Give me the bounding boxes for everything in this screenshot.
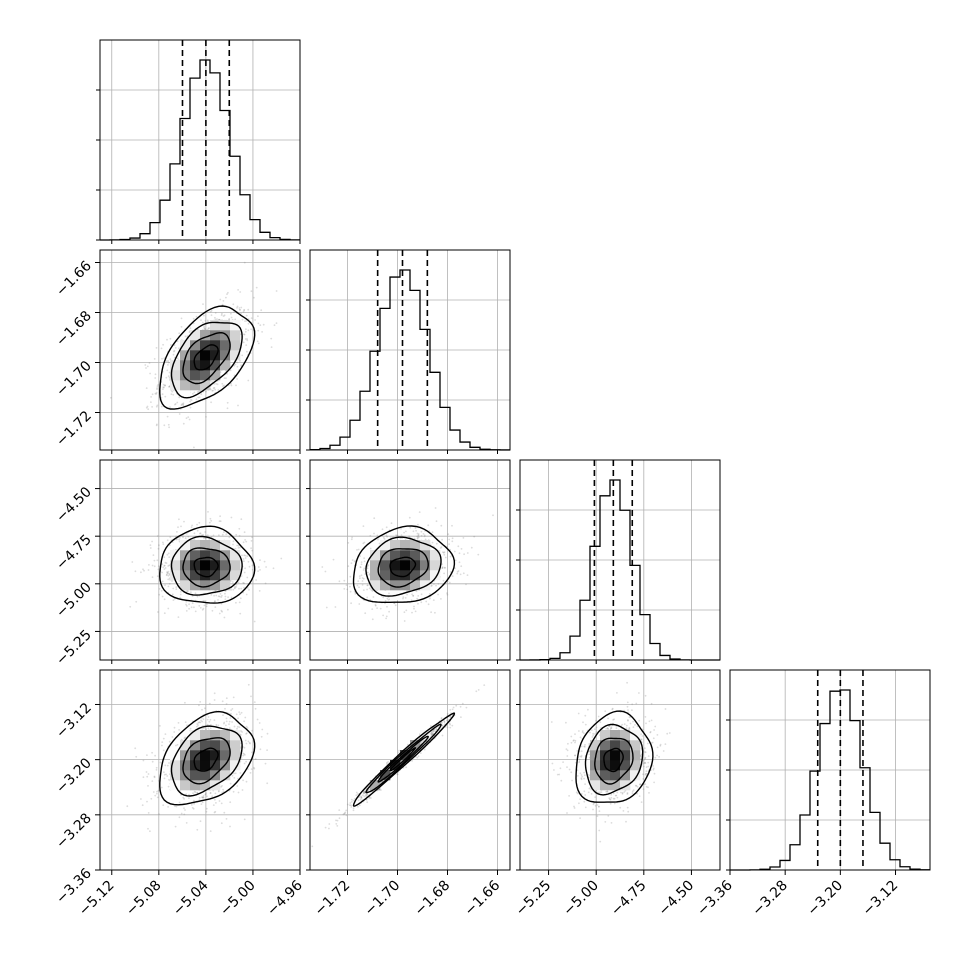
panel-3-2-contour-0 <box>603 747 624 773</box>
scatter-panel-3-0 <box>99 669 301 871</box>
scatter-panel-1-0 <box>99 249 301 451</box>
y-tick-label-3-3: −3.12 <box>53 700 95 742</box>
hist-0-steps <box>100 59 300 241</box>
y-tick-label-3-1: −3.28 <box>53 810 95 852</box>
scatter-panel-3-2 <box>519 669 721 871</box>
panel-3-2-frame <box>519 669 721 871</box>
x-tick-label-0-4: −4.96 <box>264 877 306 919</box>
x-tick-label-3-1: −3.28 <box>749 878 791 920</box>
hist-2-steps <box>520 479 720 661</box>
panel-2-1-contour-1 <box>377 548 429 588</box>
x-tick-label-0-2: −5.04 <box>170 877 212 919</box>
x-tick-label-2-0: −5.25 <box>513 878 555 920</box>
y-tick-label-2-0: −5.25 <box>53 627 95 669</box>
panel-1-0-contour-0 <box>193 344 219 371</box>
panel-2-0-contour-3 <box>159 525 256 604</box>
panel-3-2-contour-1 <box>594 737 634 785</box>
x-tick-label-0-1: −5.08 <box>123 878 165 920</box>
panel-2-0-contour-1 <box>182 547 231 588</box>
x-tick-label-1-2: −1.68 <box>412 878 454 920</box>
x-tick-label-2-1: −5.00 <box>560 878 602 920</box>
hist-1-steps <box>310 269 510 451</box>
x-tick-label-1-1: −1.70 <box>362 878 404 920</box>
panel-3-1-contour-0 <box>389 747 417 772</box>
panel-2-1-contour-3 <box>352 525 456 603</box>
y-tick-label-1-2: −1.68 <box>53 308 95 350</box>
y-tick-label-1-0: −1.72 <box>53 408 95 450</box>
hist-panel-3 <box>726 669 931 871</box>
panel-2-1-contour-0 <box>389 556 417 578</box>
scatter-panel-3-1 <box>309 669 511 871</box>
x-tick-label-3-0: −3.36 <box>694 877 736 919</box>
hist-panel-0 <box>96 39 301 241</box>
panel-1-0-contour-2 <box>170 321 243 399</box>
y-tick-label-3-2: −3.20 <box>53 755 95 797</box>
panel-3-1-contour-3 <box>352 712 456 807</box>
panel-2-1-contour-2 <box>365 536 442 597</box>
x-tick-label-2-3: −4.50 <box>656 878 698 920</box>
panel-1-0-frame <box>99 249 301 451</box>
panel-2-0-contour-0 <box>193 556 219 578</box>
panel-3-1-contour-2 <box>365 723 442 794</box>
y-tick-label-1-3: −1.66 <box>53 258 95 300</box>
y-tick-label-1-1: −1.70 <box>53 358 95 400</box>
x-tick-label-3-3: −3.12 <box>860 878 902 920</box>
hist-panel-1 <box>306 249 511 451</box>
panel-2-0-contour-2 <box>170 535 243 596</box>
x-tick-label-2-2: −4.75 <box>608 878 650 920</box>
scatter-panel-2-0 <box>99 459 301 661</box>
panel-3-2-contour-3 <box>575 710 654 803</box>
panel-3-1-contour-1 <box>377 735 429 783</box>
panel-3-0-contour-2 <box>170 725 243 797</box>
panel-3-0-contour-3 <box>159 710 256 806</box>
panel-2-0-frame <box>99 459 301 661</box>
x-tick-label-0-3: −5.00 <box>217 878 259 920</box>
y-tick-label-2-2: −4.75 <box>53 532 95 574</box>
x-tick-label-1-3: −1.66 <box>462 877 504 919</box>
panel-3-1-frame <box>309 669 511 871</box>
panel-1-0-density <box>170 320 241 401</box>
panel-3-0-contour-0 <box>193 747 219 772</box>
hist-panel-2 <box>516 459 721 661</box>
panel-3-0-frame <box>99 669 301 871</box>
panel-1-0-contour-1 <box>182 331 231 385</box>
scatter-panel-2-1 <box>309 459 511 661</box>
panel-3-0-contour-1 <box>182 737 231 785</box>
x-tick-label-1-0: −1.72 <box>312 878 354 920</box>
panel-3-2-contour-2 <box>584 723 644 796</box>
y-tick-label-2-3: −4.50 <box>53 484 95 526</box>
panel-1-0-contour-3 <box>159 305 256 410</box>
hist-3-steps <box>730 689 930 871</box>
panel-2-1-frame <box>309 459 511 661</box>
x-tick-label-3-2: −3.20 <box>805 878 847 920</box>
y-tick-label-2-1: −5.00 <box>53 579 95 621</box>
